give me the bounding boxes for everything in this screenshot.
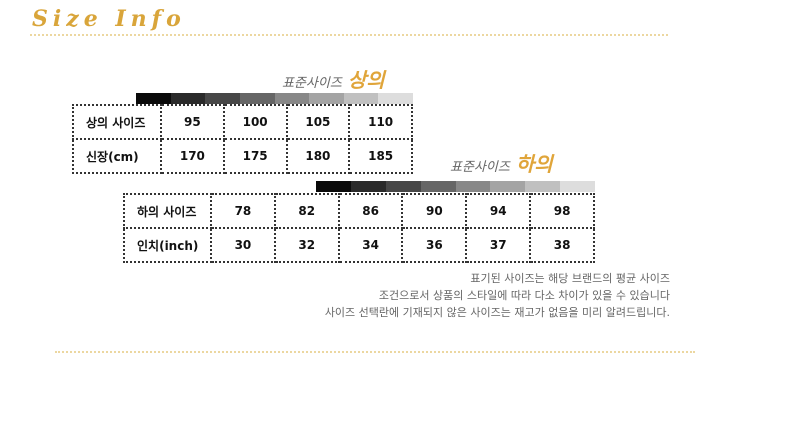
gray-swatch — [205, 93, 240, 104]
size-cell: 185 — [348, 138, 413, 174]
gray-swatch — [350, 181, 386, 192]
gray-swatch — [490, 181, 526, 192]
gray-swatch — [239, 93, 275, 104]
row-label: 인치(inch) — [123, 227, 212, 263]
note-line: 사이즈 선택란에 기재되지 않은 사이즈는 재고가 없음을 미리 알려드립니다. — [324, 306, 670, 319]
row-label: 하의 사이즈 — [123, 193, 212, 229]
size-cell: 95 — [160, 104, 225, 140]
note-line: 조건으로서 상품의 스타일에 따라 다소 차이가 있을 수 있습니다 — [378, 289, 670, 302]
note-line: 표기된 사이즈는 해당 브랜드의 평균 사이즈 — [470, 272, 670, 285]
size-cell: 105 — [285, 104, 351, 140]
size-cell: 100 — [222, 104, 288, 140]
caption-highlight: 상의 — [347, 68, 385, 92]
table-row: 신장(cm) 170 175 180 185 — [72, 138, 413, 174]
size-cell: 38 — [529, 227, 595, 263]
size-cell: 175 — [222, 138, 288, 174]
gray-swatch — [378, 93, 413, 104]
gray-swatch — [170, 93, 206, 104]
size-cell: 180 — [285, 138, 351, 174]
size-cell: 90 — [401, 193, 468, 229]
caption-prefix: 표준사이즈 — [282, 76, 342, 91]
grayscale-bar-top — [136, 93, 413, 104]
divider-top — [30, 34, 668, 36]
top-size-table: 상의 사이즈 95 100 105 110 신장(cm) 170 175 180 185 — [72, 104, 413, 174]
gray-swatch — [385, 181, 421, 192]
gray-swatch — [136, 93, 171, 104]
gray-swatch — [455, 181, 491, 192]
size-notes: 표기된 사이즈는 해당 브랜드의 평균 사이즈 조건으로서 상품의 스타일에 따… — [325, 270, 670, 321]
row-label: 신장(cm) — [72, 138, 162, 174]
table-row: 하의 사이즈 78 82 86 90 94 98 — [123, 193, 595, 229]
gray-swatch — [343, 93, 379, 104]
size-cell: 34 — [337, 227, 404, 263]
size-cell: 37 — [465, 227, 532, 263]
size-cell: 98 — [529, 193, 595, 229]
size-cell: 30 — [210, 227, 276, 263]
size-cell: 86 — [337, 193, 404, 229]
caption-highlight: 하의 — [515, 152, 553, 176]
gray-swatch — [316, 181, 351, 192]
size-cell: 36 — [401, 227, 468, 263]
size-cell: 82 — [273, 193, 340, 229]
size-cell: 170 — [160, 138, 225, 174]
gray-swatch — [274, 93, 310, 104]
gray-swatch — [420, 181, 456, 192]
page-title: Size Info — [32, 6, 186, 32]
caption-prefix: 표준사이즈 — [450, 160, 510, 175]
grayscale-bar-bottom — [316, 181, 595, 192]
gray-swatch — [560, 181, 595, 192]
size-cell: 94 — [465, 193, 532, 229]
gray-swatch — [309, 93, 344, 104]
size-cell: 32 — [273, 227, 340, 263]
row-label: 상의 사이즈 — [72, 104, 162, 140]
top-caption: 표준사이즈 상의 — [282, 64, 385, 93]
gray-swatch — [525, 181, 561, 192]
size-cell: 78 — [210, 193, 276, 229]
bottom-caption: 표준사이즈 하의 — [450, 148, 553, 177]
divider-bottom — [55, 351, 695, 353]
size-cell: 110 — [348, 104, 413, 140]
bottom-size-table: 하의 사이즈 78 82 86 90 94 98 인치(inch) 30 32 34 36 37 38 — [123, 193, 595, 263]
table-row: 상의 사이즈 95 100 105 110 — [72, 104, 413, 140]
table-row: 인치(inch) 30 32 34 36 37 38 — [123, 227, 595, 263]
